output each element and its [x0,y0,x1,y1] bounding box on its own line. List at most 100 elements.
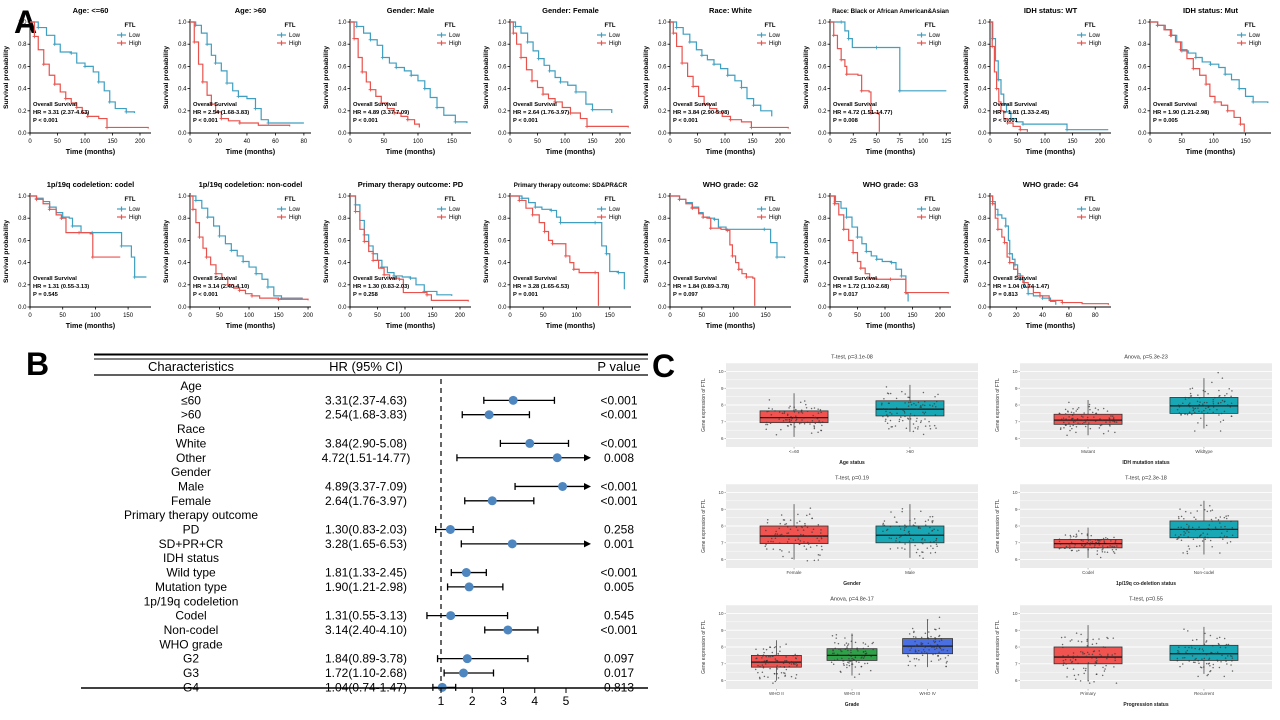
svg-text:50: 50 [374,313,381,319]
svg-text:Survival probability: Survival probability [1123,46,1130,109]
svg-text:<0.001: <0.001 [600,494,637,508]
svg-text:50: 50 [216,313,223,319]
svg-text:High: High [129,215,141,221]
svg-text:0.8: 0.8 [498,216,507,222]
svg-text:0.001: 0.001 [604,537,634,551]
svg-text:50: 50 [381,139,388,145]
svg-text:P < 0.001: P < 0.001 [33,118,59,124]
svg-text:1.0: 1.0 [498,20,507,26]
svg-text:7: 7 [1015,540,1018,545]
svg-text:0.6: 0.6 [338,238,347,244]
svg-text:IDH status: Mut: IDH status: Mut [1183,6,1239,15]
svg-text:0.2: 0.2 [178,109,187,115]
svg-text:8: 8 [721,524,724,529]
svg-text:10: 10 [718,490,724,495]
svg-text:50: 50 [694,139,701,145]
km-plot-svg: Primary therapy outcome: PD 1.0 0.8 0.6 0.4 0… [323,180,471,330]
svg-text:60: 60 [1066,313,1073,319]
svg-text:Gender: Male: Gender: Male [387,6,435,15]
svg-text:8: 8 [1015,524,1018,529]
svg-text:0.2: 0.2 [658,283,667,289]
svg-text:Anova, p=5.3e-23: Anova, p=5.3e-23 [1124,355,1168,361]
svg-text:1.31(0.55-3.13): 1.31(0.55-3.13) [325,609,407,623]
svg-text:HR = 3.84 (2.90-5.08): HR = 3.84 (2.90-5.08) [673,110,729,116]
svg-text:0.2: 0.2 [338,283,347,289]
svg-text:0.2: 0.2 [178,283,187,289]
svg-text:0.6: 0.6 [818,238,827,244]
svg-text:WHO grade: G3: WHO grade: G3 [863,180,918,189]
svg-text:150: 150 [123,313,134,319]
svg-text:Survival probability: Survival probability [323,46,330,109]
svg-text:0: 0 [188,313,192,319]
svg-text:0.0: 0.0 [1138,131,1147,137]
svg-text:Time (months): Time (months) [1186,147,1236,156]
svg-text:1.0: 1.0 [338,194,347,200]
svg-text:0.0: 0.0 [18,131,27,137]
svg-text:Overall Survival: Overall Survival [193,102,237,108]
svg-text:9: 9 [1015,507,1018,512]
svg-text:T-test, p=0.19: T-test, p=0.19 [835,476,869,482]
svg-text:Race: White: Race: White [709,6,752,15]
svg-text:20: 20 [215,139,222,145]
svg-text:HR = 1.81 (1.33-2.45): HR = 1.81 (1.33-2.45) [993,110,1049,116]
svg-text:Survival probability: Survival probability [3,220,10,283]
svg-text:IDH status: WT: IDH status: WT [1024,6,1078,15]
svg-text:FTL: FTL [125,23,136,29]
svg-text:0.8: 0.8 [338,216,347,222]
svg-text:WHO grade: WHO grade [159,637,223,651]
svg-text:Low: Low [449,33,461,39]
svg-text:Overall Survival: Overall Survival [353,276,397,282]
svg-text:Time (months): Time (months) [866,321,916,330]
svg-text:0.0: 0.0 [818,305,827,311]
km-plot: Age: <=60 1.0 0.8 0.6 0.4 0.2 0.0 0 50 100 150 200 S… [0,2,160,175]
svg-text:0: 0 [28,139,32,145]
svg-text:HR = 1.72 (1.10-2.68): HR = 1.72 (1.10-2.68) [833,284,889,290]
svg-text:0.8: 0.8 [338,42,347,48]
svg-text:40: 40 [1039,313,1046,319]
svg-text:0.4: 0.4 [818,261,827,267]
svg-text:Other: Other [176,451,206,465]
svg-text:Characteristics: Characteristics [148,359,234,374]
svg-text:HR = 1.31 (0.55-3.13): HR = 1.31 (0.55-3.13) [33,284,89,290]
svg-text:200: 200 [935,313,946,319]
svg-text:High: High [449,215,461,221]
svg-text:Low: Low [929,33,941,39]
svg-text:Age: <=60: Age: <=60 [73,6,109,15]
svg-text:HR = 2.64 (1.76-3.97): HR = 2.64 (1.76-3.97) [513,110,569,116]
svg-text:1.0: 1.0 [178,194,187,200]
svg-text:Gender: Female: Gender: Female [542,6,599,15]
svg-text:1.0: 1.0 [818,194,827,200]
svg-text:<0.001: <0.001 [600,623,637,637]
svg-text:1p/19q codeletion: non-codel: 1p/19q codeletion: non-codel [199,180,303,189]
svg-text:0.8: 0.8 [18,42,27,48]
svg-text:P = 0.258: P = 0.258 [353,292,379,298]
svg-text:Codel: Codel [175,609,206,623]
svg-text:150: 150 [1241,139,1252,145]
panel-b-label: B [26,346,50,382]
box-plot-svg: 6 7 8 9 10 T-test, p=2.3e-18 Gene expression o… [995,476,1272,587]
svg-text:4.72(1.51-14.77): 4.72(1.51-14.77) [322,451,411,465]
svg-text:0.4: 0.4 [498,87,507,93]
svg-text:Race: Black or African America: Race: Black or African American&Asian [832,8,949,15]
svg-text:P < 0.001: P < 0.001 [353,118,379,124]
svg-text:5: 5 [563,694,570,708]
svg-text:150: 150 [1067,139,1078,145]
box-plot: 6 7 8 9 10 T-test, p=2.3e-18 Gene expression o… [990,471,1280,596]
svg-text:1p/19q co-deletion status: 1p/19q co-deletion status [1116,581,1176,587]
svg-text:0: 0 [668,139,672,145]
svg-text:10: 10 [1012,369,1018,374]
svg-text:0: 0 [828,313,832,319]
svg-text:0.8: 0.8 [658,216,667,222]
svg-text:Time (months): Time (months) [66,147,116,156]
svg-text:Low: Low [929,207,941,213]
svg-text:0.8: 0.8 [818,42,827,48]
svg-text:P = 0.008: P = 0.008 [833,118,859,124]
svg-text:50: 50 [54,139,61,145]
svg-text:10: 10 [718,369,724,374]
svg-text:Overall Survival: Overall Survival [993,102,1037,108]
svg-text:100: 100 [1209,139,1220,145]
km-plot-svg: 1p/19q codeletion: codel 1.0 0.8 0.6 0.4 0.2 0… [3,180,151,330]
svg-text:FTL: FTL [925,197,936,203]
svg-text:Time (months): Time (months) [866,147,916,156]
svg-text:G3: G3 [183,666,199,680]
